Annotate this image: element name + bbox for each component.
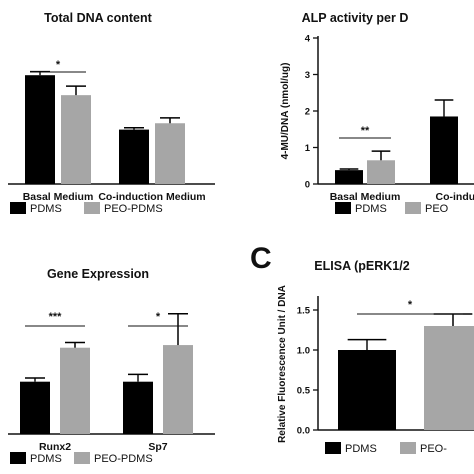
- y-tick-label: 3: [305, 70, 310, 81]
- bar: [430, 116, 458, 184]
- chart-title: Gene Expression: [47, 267, 149, 281]
- category-label: Basal Medium: [330, 191, 401, 203]
- y-tick-label: 0: [305, 180, 310, 191]
- bar: [424, 326, 474, 430]
- chart-title: ALP activity per D: [302, 11, 409, 25]
- panel-letter: C: [250, 242, 272, 275]
- chart-title: Total DNA content: [44, 11, 152, 25]
- significance-label: *: [56, 59, 61, 71]
- chart-elisa: C ELISA (pERK1/2 0.0 0.5 1.0 1.5 Relative Fluo…: [250, 242, 474, 455]
- y-tick-label: 1.5: [297, 306, 311, 317]
- category-label: Sp7: [148, 441, 167, 453]
- significance-label: *: [156, 311, 161, 323]
- y-tick-label: 0.5: [297, 386, 311, 397]
- y-tick-label: 0.0: [297, 426, 310, 437]
- legend-label: PEO-: [420, 443, 447, 455]
- legend-label: PDMS: [30, 203, 62, 215]
- legend-swatch: [405, 202, 421, 214]
- chart-gene: Gene Expression Runx2 *** Sp7 * PDMS PEO-PDMS: [8, 267, 215, 465]
- category-label: Co-induction Medium: [98, 191, 205, 203]
- y-tick-label: 1.0: [297, 346, 310, 357]
- y-tick-label: 2: [305, 107, 310, 118]
- legend-swatch: [10, 452, 26, 464]
- category-label: Runx2: [39, 441, 71, 453]
- significance-label: *: [408, 299, 413, 311]
- legend-label: PEO-PDMS: [94, 453, 153, 465]
- bar: [25, 75, 55, 184]
- legend-swatch: [74, 452, 90, 464]
- legend-swatch: [325, 442, 341, 454]
- y-axis-label: Relative Fluorescence Unit / DNA: [277, 285, 288, 443]
- bar: [163, 345, 193, 434]
- y-axis-label: 4-MU/DNA (nmol/ug): [280, 63, 291, 160]
- category-label: Basal Medium: [23, 191, 94, 203]
- bar: [338, 350, 396, 430]
- bar: [20, 381, 50, 434]
- bar: [155, 123, 185, 184]
- y-tick-label: 1: [305, 143, 311, 154]
- legend-swatch: [84, 202, 100, 214]
- significance-label: **: [361, 125, 370, 137]
- legend-label: PEO: [425, 203, 449, 215]
- bar: [335, 170, 363, 184]
- bar: [123, 381, 153, 434]
- legend-label: PEO-PDMS: [104, 203, 163, 215]
- category-label: Co-induct: [436, 191, 474, 203]
- bar: [367, 160, 395, 184]
- legend-label: PDMS: [355, 203, 387, 215]
- bar: [60, 347, 90, 434]
- y-tick-label: 4: [305, 34, 311, 45]
- legend-label: PDMS: [345, 443, 377, 455]
- legend-label: PDMS: [30, 453, 62, 465]
- chart-alp: ALP activity per D 0 1 2 3 4 4-MU/DNA (nmol/ug…: [280, 11, 474, 215]
- bar: [119, 129, 149, 184]
- bar: [61, 95, 91, 184]
- legend-swatch: [400, 442, 416, 454]
- chart-title: ELISA (pERK1/2: [314, 259, 409, 273]
- legend-swatch: [10, 202, 26, 214]
- significance-label: ***: [49, 311, 63, 323]
- legend-swatch: [335, 202, 351, 214]
- chart-dna: Total DNA content Basal Medium * Co-inducti…: [8, 11, 215, 215]
